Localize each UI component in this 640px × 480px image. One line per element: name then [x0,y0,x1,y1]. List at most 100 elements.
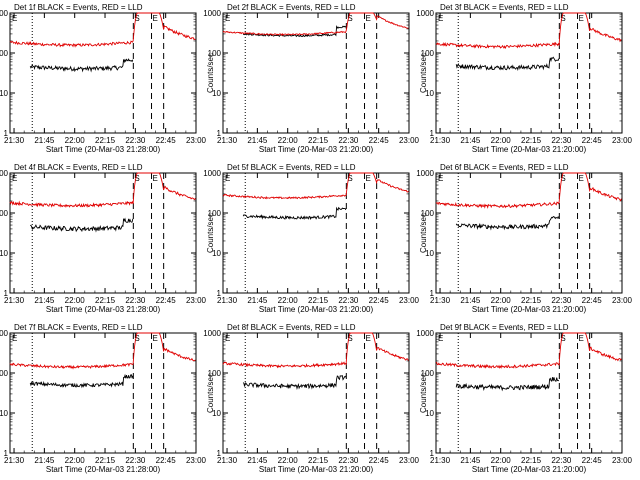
x-axis-label: Start Time (20-Mar-03 21:20:00) [259,145,374,154]
plot-frame [222,332,410,454]
marker-label-e: E [438,174,443,183]
plot-frame [9,332,197,454]
x-tick-label: 23:00 [399,136,420,145]
x-axis-label: Start Time (20-Mar-03 21:20:00) [472,305,587,314]
marker-label-e: E [366,334,371,343]
x-tick-label: 21:45 [247,296,268,305]
x-tick-label: 23:00 [186,136,207,145]
y-tick-label: 1 [430,289,435,298]
series-line-lld [9,12,196,48]
series-line-events [242,206,347,221]
series-line-lld [222,332,409,369]
series-line-lld [435,12,622,50]
x-tick-label: 22:45 [582,296,603,305]
x-tick-label: 21:30 [430,136,451,145]
y-tick-label: 1 [4,449,9,458]
x-axis-label: Start Time (20-Mar-03 21:20:00) [472,465,587,474]
x-tick-label: 22:30 [338,456,359,465]
y-tick-label: 1000 [0,9,9,18]
y-tick-label: 1 [217,449,222,458]
y-tick-label: 1 [4,129,9,138]
y-tick-label: 1000 [0,329,9,338]
x-tick-label: 22:15 [95,296,116,305]
x-tick-label: 21:30 [430,456,451,465]
series-line-lld [222,172,409,200]
marker-label-e: E [579,334,584,343]
marker-label-e: E [579,14,584,23]
x-tick-label: 22:45 [582,136,603,145]
x-axis-label: Start Time (20-Mar-03 21:28:00) [46,465,161,474]
marker-label-s: S [347,14,352,23]
x-tick-label: 21:30 [217,456,238,465]
y-tick-label: 1000 [0,169,9,178]
marker-label-s: S [347,174,352,183]
y-tick-label: 1000 [416,169,434,178]
x-tick-label: 22:30 [551,136,572,145]
chart-panel-4: Det 4f BLACK = Events, RED = LLD Counts/s… [0,163,207,314]
chart-panel-1: Det 1f BLACK = Events, RED = LLD Counts/s… [0,3,207,154]
chart-title: Det 2f BLACK = Events, RED = LLD [227,3,356,12]
y-axis-label: Counts/sec [419,53,428,93]
y-tick-label: 1000 [416,9,434,18]
chart-title: Det 3f BLACK = Events, RED = LLD [440,3,569,12]
chart-title: Det 6f BLACK = Events, RED = LLD [440,163,569,172]
y-tick-label: 1000 [203,169,221,178]
y-axis-label: Counts/sec [419,373,428,413]
y-tick-label: 100 [0,369,9,378]
x-tick-label: 21:45 [460,296,481,305]
series-line-events [30,217,134,233]
x-tick-label: 22:30 [125,136,146,145]
series-line-lld [435,332,622,369]
x-tick-label: 21:45 [247,136,268,145]
plot-frame [435,172,623,294]
y-tick-label: 10 [0,249,9,258]
marker-label-e: E [366,174,371,183]
x-tick-label: 22:15 [521,456,542,465]
x-tick-label: 22:30 [551,296,572,305]
x-tick-label: 21:45 [247,456,268,465]
x-tick-label: 21:45 [460,456,481,465]
x-axis-label: Start Time (20-Mar-03 21:28:00) [46,305,161,314]
series-line-events [29,58,134,73]
marker-label-s: S [347,334,352,343]
series-line-events [455,215,560,231]
x-tick-label: 23:00 [612,456,633,465]
marker-label-e: E [366,14,371,23]
y-axis-label: Counts/sec [419,213,428,253]
y-tick-label: 1 [4,289,9,298]
chart-title: Det 4f BLACK = Events, RED = LLD [14,163,143,172]
x-tick-label: 21:45 [460,136,481,145]
marker-label-e: E [579,174,584,183]
x-tick-label: 22:15 [308,456,329,465]
marker-label-s: S [560,174,565,183]
marker-label-e: E [225,334,230,343]
marker-label-e: E [438,14,443,23]
x-tick-label: 22:30 [125,456,146,465]
marker-label-e: E [12,174,17,183]
x-tick-label: 22:00 [491,296,512,305]
x-tick-label: 23:00 [399,456,420,465]
y-tick-label: 100 [421,369,435,378]
marker-label-s: S [134,174,139,183]
chart-title: Det 9f BLACK = Events, RED = LLD [440,323,569,332]
x-tick-label: 22:45 [369,136,390,145]
x-tick-label: 23:00 [399,296,420,305]
y-tick-label: 1 [217,289,222,298]
y-tick-label: 1 [430,449,435,458]
marker-label-s: S [560,334,565,343]
y-tick-label: 100 [421,49,435,58]
series-line-lld [9,332,196,370]
y-tick-label: 1000 [203,329,221,338]
marker-label-s: S [134,14,139,23]
y-tick-label: 100 [208,209,222,218]
series-line-lld [435,172,622,209]
x-tick-label: 22:00 [65,136,86,145]
chart-panel-2: Det 2f BLACK = Events, RED = LLD Counts/s… [203,3,419,154]
y-tick-label: 100 [208,49,222,58]
plot-frame [435,332,623,454]
x-axis-label: Start Time (20-Mar-03 21:20:00) [259,305,374,314]
x-tick-label: 21:30 [4,136,25,145]
chart-panel-5: Det 5f BLACK = Events, RED = LLD Counts/s… [203,163,419,314]
x-tick-label: 21:45 [34,136,55,145]
